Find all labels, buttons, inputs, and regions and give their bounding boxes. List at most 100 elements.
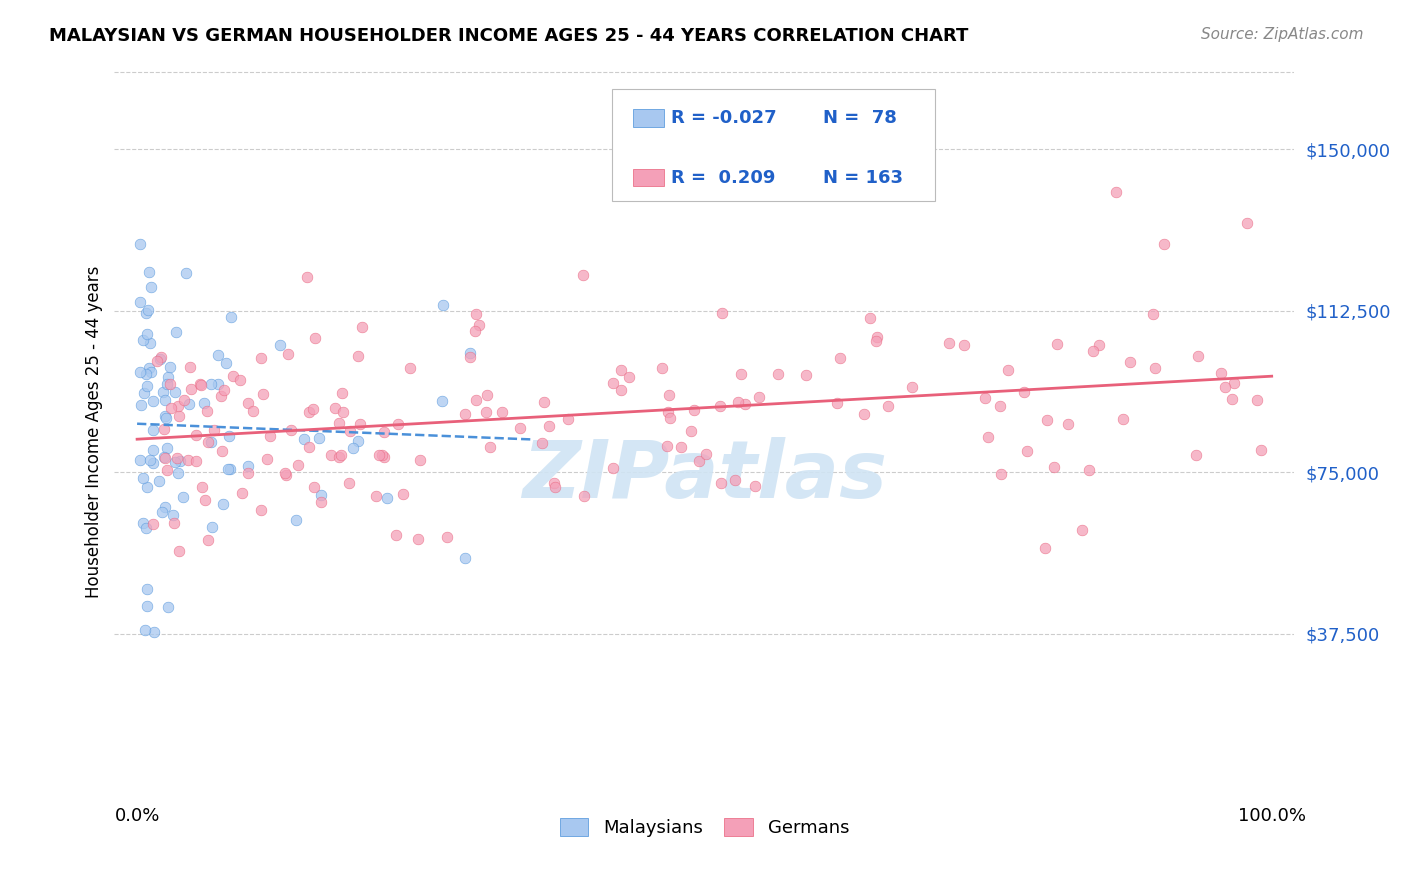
- Point: [139, 336, 162, 351]
- Point: [399, 361, 422, 376]
- Point: [162, 508, 184, 523]
- Point: [153, 392, 176, 407]
- Point: [408, 532, 430, 546]
- Point: [730, 367, 752, 381]
- Point: [876, 399, 898, 413]
- Point: [1184, 448, 1206, 462]
- Point: [146, 353, 169, 368]
- Point: [186, 428, 208, 442]
- Point: [250, 502, 273, 516]
- Point: [166, 451, 188, 466]
- Point: [866, 329, 889, 343]
- Point: [138, 265, 160, 279]
- Point: [197, 533, 219, 547]
- Point: [1045, 337, 1067, 351]
- Point: [173, 392, 195, 407]
- Point: [211, 497, 233, 511]
- Point: [436, 530, 458, 544]
- Point: [1071, 523, 1094, 537]
- Point: [142, 456, 165, 470]
- Point: [491, 405, 513, 419]
- Text: N =  78: N = 78: [823, 109, 897, 127]
- Point: [132, 516, 155, 531]
- Point: [825, 395, 848, 409]
- Point: [465, 307, 488, 321]
- Point: [828, 351, 851, 366]
- Point: [695, 447, 717, 461]
- Point: [1087, 338, 1109, 352]
- Point: [323, 401, 346, 415]
- Point: [342, 441, 364, 455]
- Point: [157, 370, 180, 384]
- Point: [727, 395, 749, 409]
- Point: [602, 376, 624, 390]
- Point: [142, 442, 165, 457]
- Point: [710, 476, 733, 491]
- Point: [129, 237, 152, 252]
- Point: [142, 423, 165, 437]
- Point: [688, 454, 710, 468]
- Point: [309, 488, 332, 502]
- Point: [997, 363, 1019, 377]
- Point: [222, 368, 245, 383]
- Point: [135, 480, 157, 494]
- Point: [229, 373, 252, 387]
- Point: [142, 624, 165, 639]
- Point: [1042, 460, 1064, 475]
- Point: [321, 448, 343, 462]
- Point: [156, 462, 179, 476]
- Point: [152, 384, 174, 399]
- Point: [136, 599, 159, 613]
- Point: [202, 424, 225, 438]
- Point: [1236, 215, 1258, 229]
- Point: [259, 429, 281, 443]
- Point: [509, 421, 531, 435]
- Point: [159, 360, 181, 375]
- Point: [609, 362, 631, 376]
- Point: [1209, 366, 1232, 380]
- Point: [142, 517, 165, 532]
- Point: [531, 435, 554, 450]
- Point: [373, 450, 395, 464]
- Point: [617, 370, 640, 384]
- Point: [853, 407, 876, 421]
- Point: [1111, 412, 1133, 426]
- Point: [284, 513, 307, 527]
- Text: Source: ZipAtlas.com: Source: ZipAtlas.com: [1201, 27, 1364, 42]
- Point: [129, 453, 152, 467]
- Point: [373, 425, 395, 439]
- Point: [1078, 463, 1101, 477]
- Point: [197, 434, 219, 449]
- Point: [748, 390, 770, 404]
- Point: [352, 320, 374, 334]
- Point: [953, 338, 976, 352]
- Point: [191, 480, 214, 494]
- Point: [1213, 380, 1236, 394]
- Point: [250, 351, 273, 365]
- Point: [794, 368, 817, 383]
- Point: [990, 467, 1012, 481]
- Text: ZIPatlas: ZIPatlas: [522, 436, 887, 515]
- Point: [277, 347, 299, 361]
- Point: [602, 461, 624, 475]
- Point: [274, 467, 297, 481]
- Point: [141, 365, 163, 379]
- Point: [166, 399, 188, 413]
- Point: [136, 378, 159, 392]
- Point: [156, 441, 179, 455]
- Point: [136, 327, 159, 342]
- Point: [302, 480, 325, 494]
- Point: [384, 528, 406, 542]
- Point: [709, 399, 731, 413]
- Point: [339, 424, 361, 438]
- Point: [454, 407, 477, 421]
- Point: [274, 468, 297, 483]
- Point: [212, 383, 235, 397]
- Point: [865, 334, 887, 349]
- Point: [734, 397, 756, 411]
- Point: [669, 441, 692, 455]
- Point: [328, 450, 350, 465]
- Point: [1118, 355, 1140, 369]
- Point: [572, 489, 595, 503]
- Point: [193, 396, 215, 410]
